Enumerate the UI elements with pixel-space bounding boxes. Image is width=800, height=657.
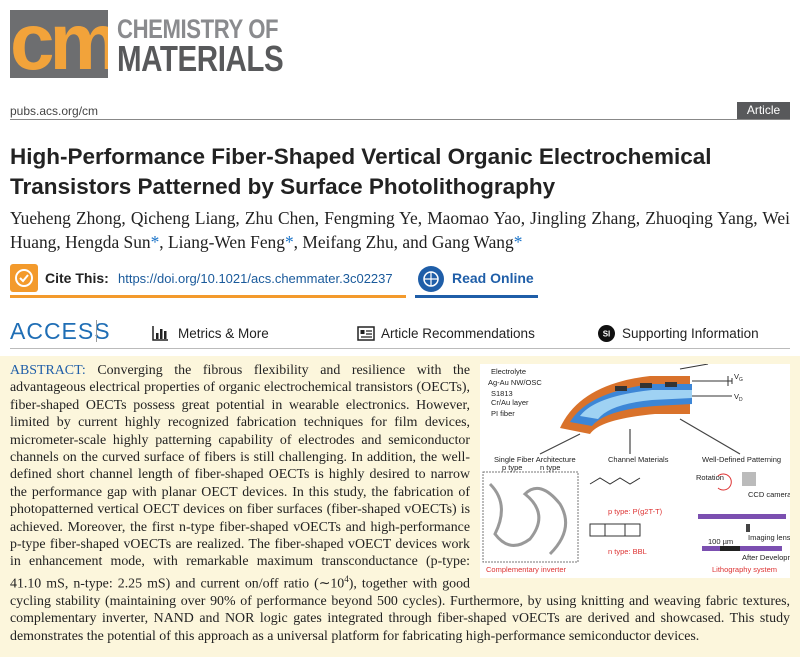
metrics-icon[interactable] — [152, 326, 168, 341]
abstract-box: Electrolyte Ag-Au NW/OSC S1813 Cr/Au lay… — [0, 356, 800, 657]
author-name[interactable]: Gang Wang — [431, 232, 514, 252]
fig-label: Ag-Au NW/OSC — [488, 378, 542, 387]
fig-label: D — [739, 397, 743, 403]
authors: Yueheng Zhong, Qicheng Liang, Zhu Chen, … — [10, 206, 790, 254]
fig-label: p type: P(g2T-T) — [608, 507, 663, 516]
author-name[interactable]: Hengda Sun — [65, 232, 151, 252]
toc-graphic: Electrolyte Ag-Au NW/OSC S1813 Cr/Au lay… — [480, 364, 790, 578]
author-name[interactable]: Maomao Yao — [427, 208, 521, 228]
author-name[interactable]: Zhu Chen — [244, 208, 315, 228]
cite-underline — [10, 295, 406, 298]
fig-label: Complementary inverter — [486, 565, 567, 574]
author-mark: * — [513, 232, 523, 252]
journal-logo[interactable]: cm — [10, 10, 108, 78]
fig-label: S1813 — [491, 389, 513, 398]
divider — [10, 119, 790, 120]
author-mark: * — [150, 232, 160, 252]
author-name[interactable]: Qicheng Liang — [130, 208, 236, 228]
abstract: Electrolyte Ag-Au NW/OSC S1813 Cr/Au lay… — [10, 362, 790, 645]
article-type: Article — [737, 102, 790, 119]
author-name[interactable]: Wei Huang — [10, 208, 790, 252]
cite-label: Cite This: — [45, 270, 109, 286]
fig-label: After Development — [742, 553, 790, 562]
fig-label: VG — [734, 372, 743, 383]
read-online[interactable]: Read Online — [452, 270, 534, 286]
fig-label: p type — [502, 463, 522, 472]
recommendations-link[interactable]: Article Recommendations — [381, 326, 535, 341]
fig-label: PI fiber — [491, 409, 515, 418]
fig-label: CCD camera for alignment — [748, 490, 790, 499]
article-title: High-Performance Fiber-Shaped Vertical O… — [10, 142, 711, 202]
abstract-label: ABSTRACT: — [10, 363, 86, 378]
author-separator: , — [235, 208, 240, 228]
author-separator: , — [121, 208, 126, 228]
read-online-icon[interactable] — [417, 265, 445, 293]
author-name[interactable]: Liang-Wen Feng — [168, 232, 285, 252]
title-line: High-Performance Fiber-Shaped Vertical O… — [10, 144, 712, 169]
si-icon-label: SI — [603, 330, 611, 339]
fig-label: Imaging lens — [748, 533, 790, 542]
author-name[interactable]: Yueheng Zhong — [10, 208, 122, 228]
fig-label: Electrolyte — [491, 367, 526, 376]
journal-name: MATERIALS — [117, 38, 284, 79]
author-separator: , — [635, 208, 641, 228]
author-conjunction: and — [402, 232, 428, 252]
doi-link[interactable]: https://doi.org/10.1021/acs.chemmater.3c… — [118, 271, 393, 286]
fig-label: Lithography system — [712, 565, 777, 574]
author-separator: , — [520, 208, 526, 228]
divider — [10, 348, 790, 349]
abstract-text: ), together with good cycling stability … — [10, 576, 790, 644]
fig-label: VD — [734, 392, 743, 403]
access-label: ACCESS — [10, 318, 111, 344]
title-line: Transistors Patterned by Surface Photoli… — [10, 174, 556, 199]
metrics-link[interactable]: Metrics & More — [178, 326, 269, 341]
author-name[interactable]: Fengming Ye — [324, 208, 418, 228]
author-separator: , — [314, 208, 320, 228]
fig-label: Single Fiber Architecture — [494, 455, 576, 464]
author-name[interactable]: Zhuoqing Yang — [645, 208, 754, 228]
journal-name: CHEMISTRY OF — [117, 14, 279, 44]
si-icon[interactable]: SI — [598, 325, 615, 342]
supporting-link[interactable]: Supporting Information — [622, 326, 759, 341]
fig-label: V — [734, 392, 739, 401]
author-separator: , — [293, 232, 298, 252]
fig-label: n type: BBL — [608, 547, 647, 556]
author-separator: , — [393, 232, 398, 252]
author-name[interactable]: Jingling Zhang — [530, 208, 636, 228]
author-separator: , — [56, 232, 61, 252]
author-name[interactable]: Meifang Zhu — [302, 232, 394, 252]
fig-label: 100 µm — [708, 537, 733, 546]
cite-icon[interactable] — [10, 264, 38, 292]
author-separator: , — [753, 208, 758, 228]
fig-label: Cr/Au layer — [491, 398, 529, 407]
separator — [96, 320, 97, 342]
journal-url[interactable]: pubs.acs.org/cm — [10, 104, 99, 118]
recommendations-icon[interactable] — [357, 326, 375, 341]
author-separator: , — [417, 208, 423, 228]
fig-label: G — [739, 377, 743, 383]
fig-label: n type — [540, 463, 560, 472]
author-mark: * — [284, 232, 294, 252]
fig-label: V — [734, 372, 739, 381]
fig-label: Rotation — [696, 473, 724, 482]
read-underline — [415, 295, 538, 298]
fig-label: Well-Defined Patterning — [702, 455, 781, 464]
abstract-text: Converging the fibrous flexibility and r… — [10, 363, 470, 592]
author-separator: , — [159, 232, 164, 252]
abstract-exponent: 4 — [344, 573, 349, 584]
fig-label: Channel Materials — [608, 455, 669, 464]
